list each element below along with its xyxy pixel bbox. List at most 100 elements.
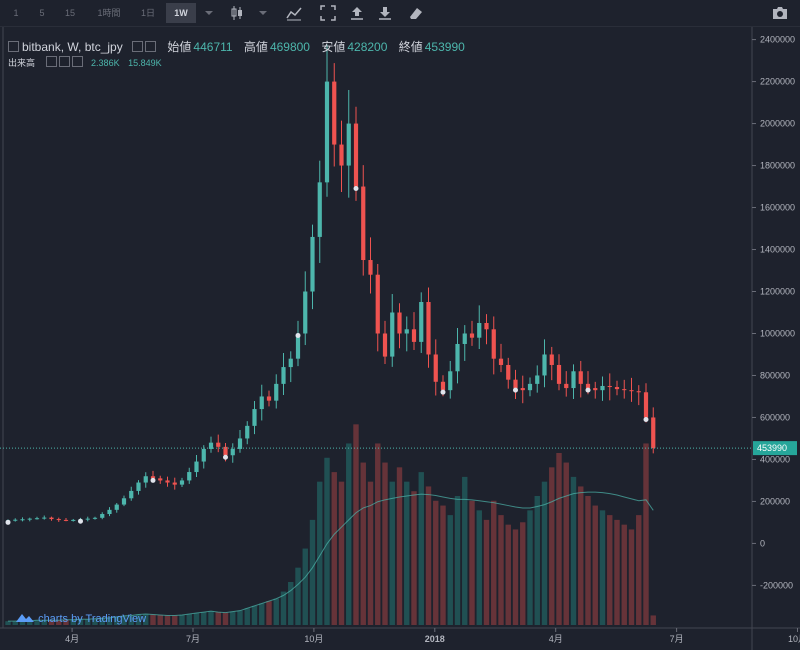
volume-bar (295, 567, 301, 625)
volume-settings-icon[interactable] (58, 56, 70, 67)
candle (542, 339, 547, 388)
candle-body (643, 392, 649, 418)
candle-body (440, 381, 446, 391)
volume-bar (251, 605, 258, 625)
volume-bar (150, 614, 156, 625)
candle (317, 160, 322, 263)
price-tick-label: 800000 (760, 370, 790, 380)
settings-icon[interactable] (132, 41, 144, 52)
candle-body (201, 448, 206, 462)
volume-bar (237, 610, 243, 625)
candle-body (295, 333, 301, 359)
candle-body (651, 417, 656, 449)
candle (361, 165, 366, 276)
volume-bar (425, 486, 432, 625)
candle-body (158, 478, 163, 481)
download-icon[interactable] (376, 4, 394, 22)
candle (636, 385, 641, 406)
candle (100, 512, 105, 520)
event-marker (223, 454, 228, 460)
candle-body (368, 260, 373, 275)
chart-type-dropdown-icon[interactable] (254, 4, 272, 22)
candle-body (324, 81, 330, 183)
candle-body (20, 519, 25, 521)
collapse-icon[interactable] (8, 41, 19, 52)
candle-body (71, 519, 76, 521)
toolbar: 1 5 15 1時間 1日 1W (0, 0, 800, 27)
candle (382, 320, 388, 365)
candle-body (34, 518, 40, 520)
ohlc-legend: bitbank, W, btc_jpy 始値 446711 高値 469800 安値… (8, 38, 465, 55)
volume-close-icon[interactable] (71, 56, 83, 67)
candle-body (56, 519, 61, 521)
last-price-tag (753, 441, 797, 456)
eraser-icon[interactable] (407, 4, 425, 22)
interval-1w[interactable]: 1W (166, 3, 196, 23)
tradingview-watermark[interactable]: charts by TradingView (15, 611, 146, 625)
volume-bar (643, 443, 649, 625)
interval-1h[interactable]: 1時間 (97, 8, 121, 18)
interval-1d[interactable]: 1日 (140, 8, 155, 18)
candle-body (600, 385, 605, 391)
volume-bar (411, 491, 417, 625)
candle (27, 517, 32, 522)
volume-bar (128, 615, 134, 625)
volume-bar (77, 619, 84, 625)
volume-bar (346, 443, 352, 625)
volume-bar (193, 613, 200, 625)
event-marker (5, 519, 11, 525)
time-tick-label: 10月 (304, 634, 323, 644)
candle-body (484, 322, 489, 330)
event-marker (353, 186, 359, 192)
hide-icon[interactable] (145, 41, 157, 52)
candle (332, 63, 337, 167)
candle (346, 89, 351, 198)
candle-body (433, 354, 438, 382)
candle (556, 354, 562, 391)
publish-icon[interactable] (348, 4, 366, 22)
candle (600, 376, 605, 401)
volume-bar (476, 510, 482, 625)
interval-dropdown-icon[interactable] (200, 4, 218, 22)
event-marker (440, 389, 446, 395)
price-tick-label: 2000000 (760, 119, 795, 129)
interval-5m[interactable]: 5 (39, 8, 45, 18)
time-tick-label: 7月 (186, 634, 200, 644)
volume-visible-icon[interactable] (45, 56, 57, 67)
candle-body (527, 383, 533, 391)
indicators-icon[interactable] (285, 4, 303, 22)
price-chart[interactable]: 2400000220000020000001800000160000014000… (0, 27, 800, 650)
event-marker (295, 332, 301, 338)
candle-body (622, 389, 627, 391)
interval-1m[interactable]: 1 (13, 8, 19, 18)
candle (411, 312, 417, 350)
candle (266, 390, 272, 407)
open-label: 始値 (167, 40, 192, 54)
event-marker (643, 416, 649, 422)
candle-body (237, 438, 243, 449)
event-marker (513, 387, 518, 393)
candle (56, 517, 61, 522)
time-tick-label: 7月 (670, 634, 684, 644)
candle-body (614, 387, 620, 390)
candle (426, 287, 431, 368)
candle-style-icon[interactable] (228, 4, 246, 22)
low-value: 428200 (347, 40, 388, 54)
volume-bar (121, 615, 127, 625)
interval-15m[interactable]: 15 (64, 8, 75, 18)
candle (549, 346, 554, 381)
candle-body (150, 476, 156, 479)
price-tick-label: 1200000 (760, 287, 795, 297)
volume-bar (135, 614, 142, 625)
candle-body (172, 482, 177, 485)
candle-body (498, 358, 504, 365)
candle (643, 383, 649, 423)
high-label: 高値 (243, 40, 268, 54)
volume-bar (447, 515, 453, 625)
camera-icon[interactable] (771, 4, 789, 22)
volume-bar (85, 619, 91, 625)
fullscreen-icon[interactable] (319, 4, 337, 22)
volume-bar (404, 481, 410, 625)
candle-body (85, 518, 90, 520)
candle-body (281, 367, 286, 384)
